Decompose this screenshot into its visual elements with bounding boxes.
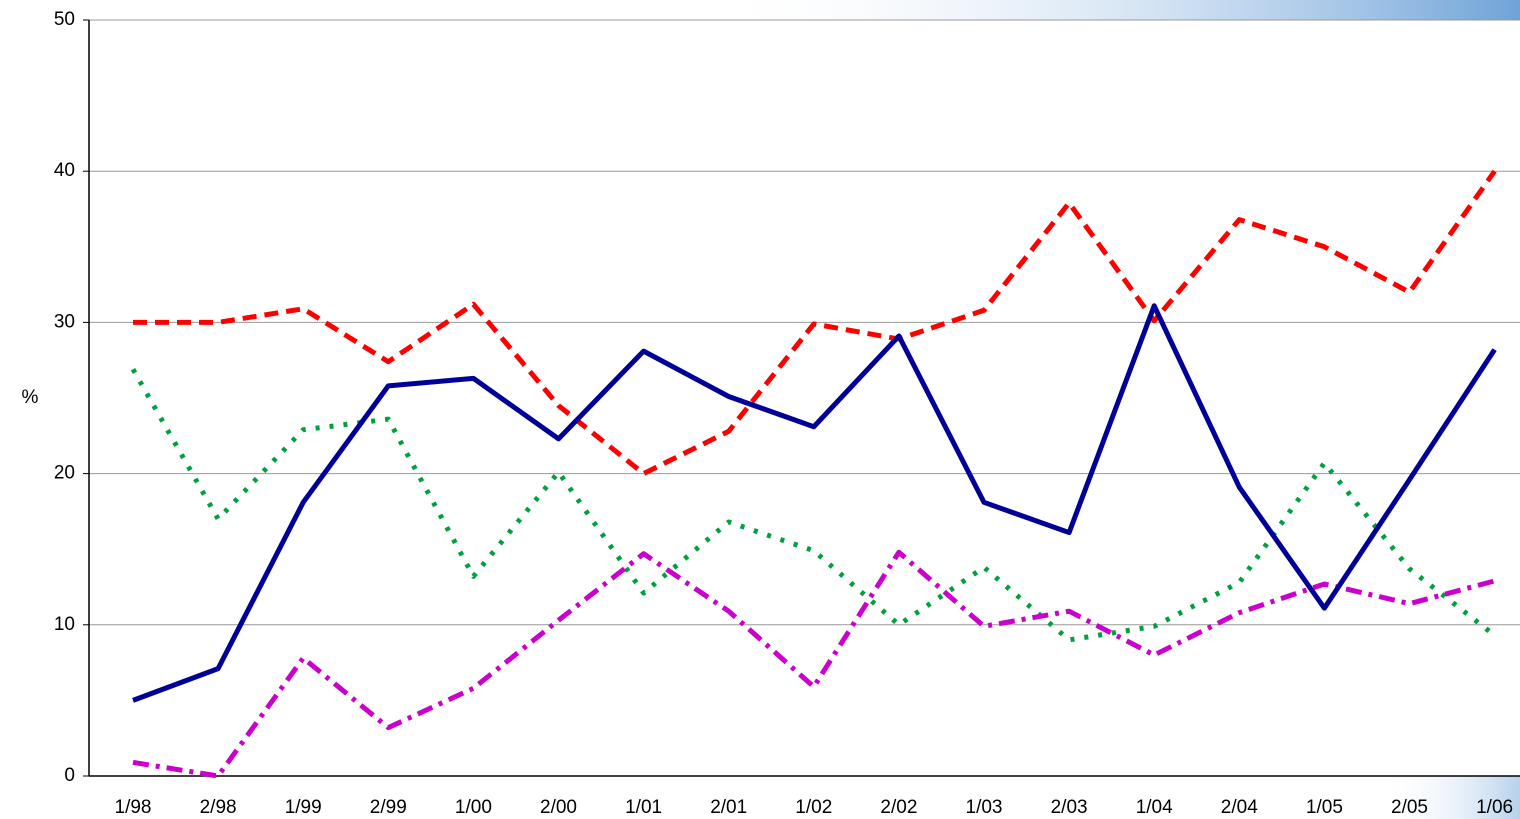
x-tick-label: 1/05 [1306,797,1343,818]
x-tick-label: 2/99 [370,797,407,818]
y-tick-label: 10 [54,614,75,635]
y-axis-label: % [22,387,39,408]
x-tick-label: 1/03 [966,797,1003,818]
data-line [132,303,1497,703]
x-tick-label: 1/01 [625,797,662,818]
data-line [133,169,1497,477]
y-tick-label: 30 [54,311,75,332]
x-tick-label: 1/00 [455,797,492,818]
y-tick-label: 20 [54,463,75,484]
decor-band [700,0,1520,20]
data-line [130,368,1497,643]
x-tick-label: 1/02 [795,797,832,818]
y-tick-label: 50 [54,9,75,30]
x-tick-label: 2/02 [880,797,917,818]
x-tick-label: 2/98 [200,797,237,818]
y-tick-label: 0 [64,765,75,786]
x-tick-label: 1/98 [115,797,152,818]
x-tick-label: 2/03 [1051,797,1088,818]
x-tick-label: 1/06 [1476,797,1513,818]
y-tick-label: 40 [54,160,75,181]
decor-band [1380,776,1520,819]
x-tick-label: 1/99 [285,797,322,818]
x-tick-label: 1/04 [1136,797,1173,818]
x-tick-label: 2/04 [1221,797,1258,818]
x-tick-label: 2/00 [540,797,577,818]
x-tick-label: 2/01 [710,797,747,818]
data-line [132,549,1496,779]
x-tick-label: 2/05 [1391,797,1428,818]
